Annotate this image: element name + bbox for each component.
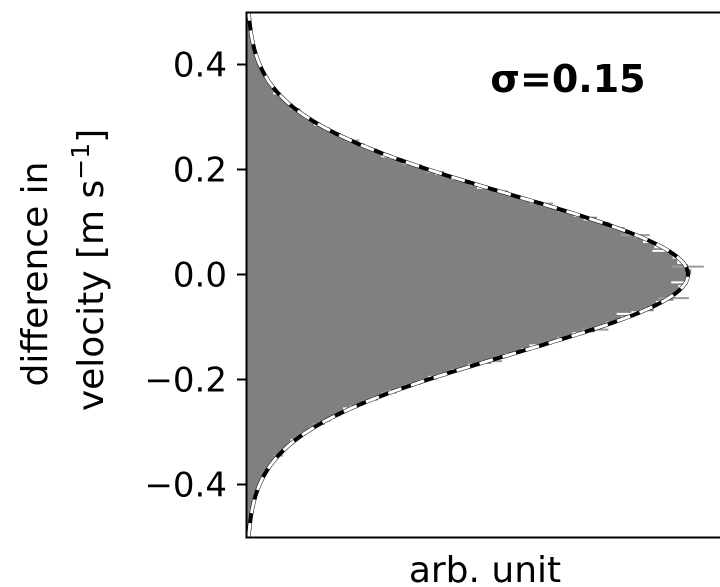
sigma-annotation: σ=0.15 bbox=[490, 57, 645, 101]
y-axis-label-line2: velocity [m s−1] bbox=[66, 129, 112, 411]
y-tick-label: −0.2 bbox=[144, 361, 227, 401]
y-axis-label-exponent: −1 bbox=[66, 143, 95, 180]
x-axis-label: arb. unit bbox=[409, 550, 561, 587]
y-tick-label: −0.4 bbox=[144, 466, 227, 506]
y-axis-label-bracket: ] bbox=[71, 129, 112, 143]
plot-area bbox=[246, 11, 704, 538]
y-axis-ticks: −0.4 −0.2 0.0 0.2 0.4 bbox=[144, 46, 247, 506]
y-tick-label: 0.4 bbox=[173, 46, 227, 86]
y-tick-label: 0.0 bbox=[173, 256, 227, 296]
y-axis-label-units: velocity [m s bbox=[71, 180, 112, 411]
y-axis-label: difference in velocity [m s−1] bbox=[15, 129, 112, 411]
gaussian-fit-curve-dashes bbox=[247, 11, 690, 538]
y-axis-label-line1: difference in bbox=[15, 162, 56, 387]
y-tick-label: 0.2 bbox=[173, 151, 227, 191]
